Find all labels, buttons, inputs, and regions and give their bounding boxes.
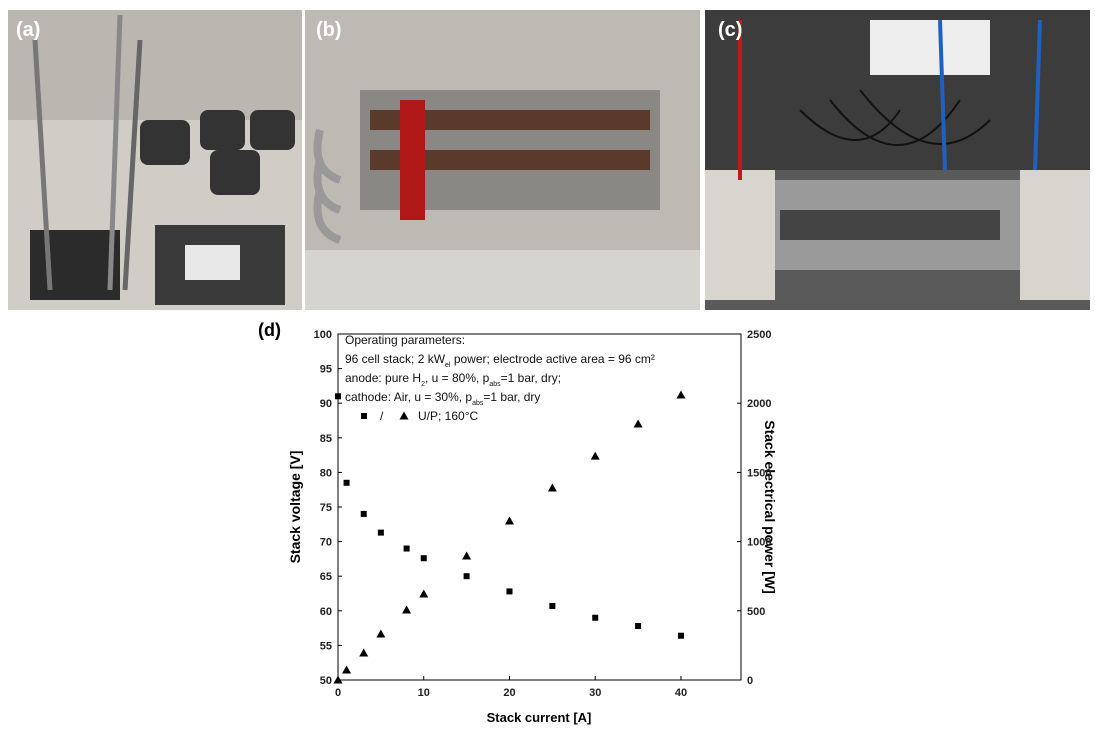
x-tick-label: 0 xyxy=(335,687,341,699)
y2-tick-label: 0 xyxy=(747,675,753,687)
square-marker xyxy=(335,393,341,400)
y-tick-label: 65 xyxy=(320,571,332,583)
triangle-marker xyxy=(359,648,369,657)
y-tick-label: 80 xyxy=(320,467,332,479)
annotation-part: =1 bar, dry xyxy=(483,390,540,404)
photo-c xyxy=(705,10,1090,310)
photo-a xyxy=(8,10,302,310)
annotation-part: 2 xyxy=(421,381,425,388)
annotation-part: abs xyxy=(489,381,501,388)
panel-label: (c) xyxy=(718,19,742,41)
square-marker xyxy=(403,545,410,552)
legend-text: U/P; 160°C xyxy=(418,409,478,423)
annotation-part: 96 cell stack; 2 kW xyxy=(345,352,446,366)
square-marker xyxy=(360,510,367,517)
y-tick-label: 100 xyxy=(314,329,332,341)
square-marker xyxy=(377,529,384,536)
y2-tick-label: 500 xyxy=(747,606,765,618)
square-marker xyxy=(343,479,350,486)
panel-label: (a) xyxy=(16,19,40,41)
square-marker xyxy=(420,555,427,562)
annotation-part: , u = 80%, p xyxy=(425,371,490,385)
photo-b xyxy=(305,10,700,310)
square-marker xyxy=(677,632,684,639)
y-axis-title: Stack voltage [V] xyxy=(287,451,303,564)
triangle-marker xyxy=(342,665,352,674)
annotation-part: el xyxy=(445,362,451,369)
triangle-marker xyxy=(676,390,686,399)
square-marker xyxy=(592,614,599,621)
square-marker xyxy=(361,413,367,419)
x-tick-label: 20 xyxy=(503,687,515,699)
triangle-marker xyxy=(419,589,429,598)
triangle-marker xyxy=(399,411,409,420)
y2-axis-title: Stack electrical power [W] xyxy=(762,420,778,594)
square-marker xyxy=(635,623,642,630)
annotation: anode: pure H2, u = 80%, pabs=1 bar, dry… xyxy=(345,371,561,388)
y-tick-label: 85 xyxy=(320,433,332,445)
y2-tick-label: 1500 xyxy=(747,467,771,479)
x-tick-label: 40 xyxy=(675,687,687,699)
y-tick-label: 70 xyxy=(320,537,332,549)
triangle-marker xyxy=(504,516,514,525)
panel-label: (d) xyxy=(258,320,281,340)
annotation-part: Operating parameters: xyxy=(345,333,465,347)
triangle-marker xyxy=(590,451,600,460)
triangle-marker xyxy=(376,629,386,638)
annotation-part: abs xyxy=(472,400,484,407)
y2-tick-label: 2000 xyxy=(747,398,771,410)
annotation: cathode: Air, u = 30%, pabs=1 bar, dry xyxy=(345,390,540,407)
annotation-part: anode: pure H xyxy=(345,371,421,385)
triangle-marker xyxy=(462,551,472,560)
plot-frame xyxy=(337,333,742,681)
annotation: Operating parameters: xyxy=(345,333,465,347)
annotation-part: =1 bar, dry; xyxy=(501,371,561,385)
y-tick-label: 60 xyxy=(320,606,332,618)
x-tick-label: 30 xyxy=(589,687,601,699)
y2-tick-label: 1000 xyxy=(747,537,771,549)
triangle-marker xyxy=(333,675,343,684)
annotation-part: cathode: Air, u = 30%, p xyxy=(345,390,472,404)
annotation-part: power; electrode active area = 96 cm² xyxy=(450,352,654,366)
annotations: Operating parameters: 96 cell stack; 2 kW… xyxy=(345,333,655,407)
x-axis-title: Stack current [A] xyxy=(487,710,592,725)
triangle-marker xyxy=(402,605,412,614)
square-marker xyxy=(506,588,513,595)
y-tick-label: 75 xyxy=(320,502,332,514)
y2-tick-label: 2500 xyxy=(747,329,771,341)
y-tick-label: 55 xyxy=(320,640,332,652)
triangle-marker xyxy=(633,419,643,428)
y-tick-label: 90 xyxy=(320,398,332,410)
square-marker xyxy=(549,602,556,609)
square-marker xyxy=(463,573,470,580)
panel-label: (b) xyxy=(316,19,342,41)
y-tick-label: 95 xyxy=(320,364,332,376)
legend-text: / xyxy=(380,409,384,423)
x-tick-label: 10 xyxy=(418,687,430,699)
triangle-marker xyxy=(547,483,557,492)
annotation: 96 cell stack; 2 kWel power; electrode a… xyxy=(345,352,655,369)
y-tick-label: 50 xyxy=(320,675,332,687)
